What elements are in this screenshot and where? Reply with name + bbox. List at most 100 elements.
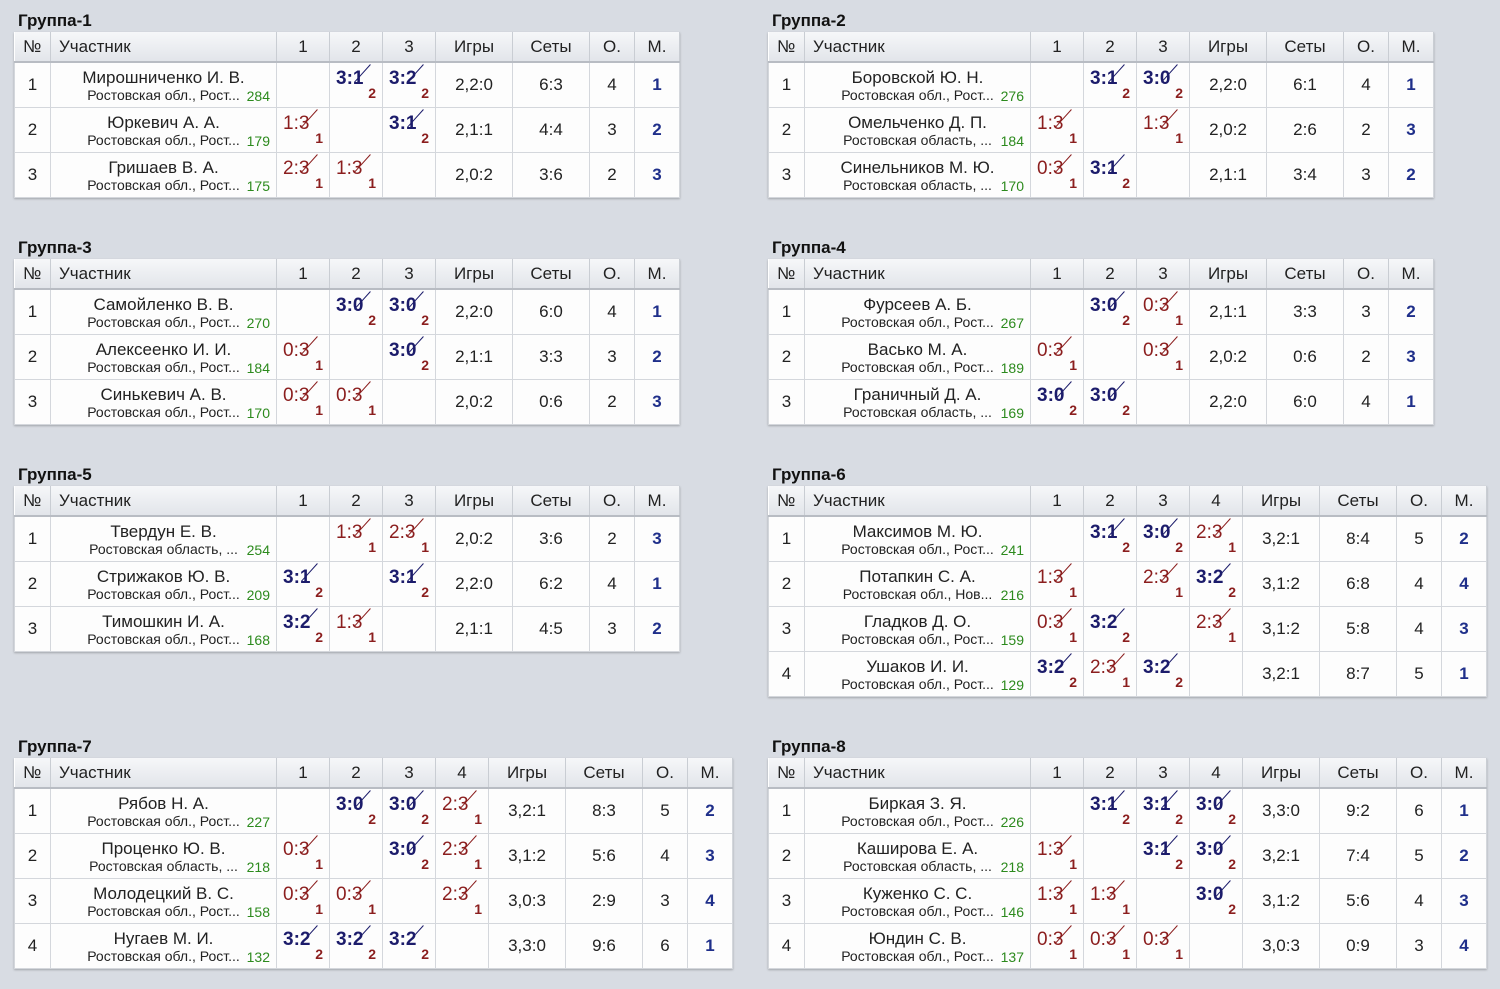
participant-name[interactable]: Молодецкий В. С.: [93, 883, 234, 903]
header-points[interactable]: О.: [1343, 32, 1389, 63]
header-games[interactable]: Игры: [435, 259, 513, 290]
match-result[interactable]: 3:0 2: [334, 789, 378, 828]
match-result-cell[interactable]: 3:2 2: [1030, 651, 1084, 697]
participant-cell[interactable]: Максимов М. Ю. Ростовская обл., Рост... 24…: [804, 515, 1031, 562]
participant-name[interactable]: Фурсеев А. Б.: [863, 294, 972, 314]
participant-cell[interactable]: Боровской Ю. Н. Ростовская обл., Рост... 2…: [804, 61, 1031, 108]
participant-name[interactable]: Гришаев В. А.: [108, 157, 219, 177]
participant-cell[interactable]: Граничный Д. А. Ростовская область, ... 16…: [804, 379, 1031, 425]
participant-name[interactable]: Максимов М. Ю.: [852, 521, 983, 541]
match-result[interactable]: 3:0 2: [387, 789, 431, 828]
match-result-cell[interactable]: 0:3 1: [276, 833, 330, 879]
match-result-cell[interactable]: 0:3 1: [1030, 606, 1084, 652]
match-result-cell[interactable]: 3:2 2: [382, 61, 436, 108]
header-place[interactable]: М.: [634, 259, 680, 290]
header-points[interactable]: О.: [1396, 486, 1442, 517]
match-result-cell[interactable]: 0:3 1: [1136, 923, 1190, 969]
match-result-cell[interactable]: 3:0 2: [1136, 515, 1190, 562]
match-result[interactable]: 3:1 2: [1088, 153, 1132, 192]
match-result[interactable]: 0:3 1: [1088, 924, 1132, 963]
match-result[interactable]: 0:3 1: [334, 879, 378, 918]
participant-name[interactable]: Омельченко Д. П.: [848, 112, 987, 132]
match-result-cell[interactable]: 3:1 2: [382, 561, 436, 607]
match-result[interactable]: 3:0 2: [1141, 63, 1185, 102]
match-result[interactable]: 3:2 2: [281, 607, 325, 646]
participant-cell[interactable]: Алексеенко И. И. Ростовская обл., Рост...…: [50, 334, 277, 380]
participant-name[interactable]: Нугаев М. И.: [113, 928, 214, 948]
match-result-cell[interactable]: 1:3 1: [329, 515, 383, 562]
match-result-cell[interactable]: 3:1 2: [1083, 787, 1137, 834]
header-participant[interactable]: Участник: [804, 259, 1031, 290]
match-result-cell[interactable]: 3:2 2: [329, 923, 383, 969]
participant-cell[interactable]: Стрижаков Ю. В. Ростовская обл., Рост... 2…: [50, 561, 277, 607]
header-place[interactable]: М.: [1441, 758, 1487, 789]
participant-name[interactable]: Мирошниченко И. В.: [82, 67, 245, 87]
match-result[interactable]: 0:3 1: [1141, 290, 1185, 329]
participant-cell[interactable]: Омельченко Д. П. Ростовская область, ... 1…: [804, 107, 1031, 153]
match-result[interactable]: 3:0 2: [1088, 290, 1132, 329]
header-place[interactable]: М.: [634, 32, 680, 63]
match-result[interactable]: 1:3 1: [1035, 108, 1079, 147]
match-result[interactable]: 1:3 1: [1088, 879, 1132, 918]
match-result[interactable]: 2:3 1: [1141, 562, 1185, 601]
match-result[interactable]: 3:1 2: [334, 63, 378, 102]
match-result[interactable]: 3:0 2: [387, 834, 431, 873]
match-result[interactable]: 3:1 2: [1088, 789, 1132, 828]
participant-name[interactable]: Граничный Д. А.: [853, 384, 982, 404]
header-place[interactable]: М.: [634, 486, 680, 517]
match-result-cell[interactable]: 2:3 1: [435, 878, 489, 924]
participant-cell[interactable]: Нугаев М. И. Ростовская обл., Рост... 132: [50, 923, 277, 969]
header-games[interactable]: Игры: [488, 758, 566, 789]
match-result-cell[interactable]: 0:3 1: [276, 878, 330, 924]
match-result[interactable]: 0:3 1: [281, 335, 325, 374]
match-result[interactable]: 0:3 1: [281, 834, 325, 873]
match-result-cell[interactable]: 3:0 2: [329, 288, 383, 335]
match-result-cell[interactable]: 0:3 1: [1136, 288, 1190, 335]
participant-cell[interactable]: Гришаев В. А. Ростовская обл., Рост... 175: [50, 152, 277, 198]
participant-cell[interactable]: Куженко С. С. Ростовская обл., Рост... 146: [804, 878, 1031, 924]
match-result-cell[interactable]: 3:0 2: [329, 787, 383, 834]
match-result-cell[interactable]: 3:1 2: [1136, 833, 1190, 879]
match-result-cell[interactable]: 3:2 2: [1083, 606, 1137, 652]
match-result[interactable]: 3:0 2: [1194, 789, 1238, 828]
match-result[interactable]: 3:0 2: [1141, 517, 1185, 556]
match-result-cell[interactable]: 3:1 2: [1136, 787, 1190, 834]
participant-cell[interactable]: Биркая З. Я. Ростовская обл., Рост... 226: [804, 787, 1031, 834]
match-result[interactable]: 3:2 2: [1194, 562, 1238, 601]
match-result-cell[interactable]: 0:3 1: [1030, 152, 1084, 198]
match-result-cell[interactable]: 2:3 1: [1189, 515, 1243, 562]
header-games[interactable]: Игры: [435, 32, 513, 63]
header-points[interactable]: О.: [1343, 259, 1389, 290]
participant-name[interactable]: Твердун Е. В.: [110, 521, 217, 541]
header-points[interactable]: О.: [589, 486, 635, 517]
match-result[interactable]: 3:0 2: [1035, 380, 1079, 419]
match-result[interactable]: 2:3 1: [1088, 652, 1132, 691]
participant-name[interactable]: Васько М. А.: [867, 339, 968, 359]
participant-name[interactable]: Проценко Ю. В.: [101, 838, 226, 858]
match-result[interactable]: 3:1 2: [1141, 789, 1185, 828]
match-result[interactable]: 1:3 1: [1035, 562, 1079, 601]
match-result-cell[interactable]: 1:3 1: [1030, 107, 1084, 153]
match-result[interactable]: 1:3 1: [1035, 834, 1079, 873]
match-result-cell[interactable]: 0:3 1: [329, 878, 383, 924]
participant-cell[interactable]: Фурсеев А. Б. Ростовская обл., Рост... 267: [804, 288, 1031, 335]
match-result[interactable]: 3:1 2: [1088, 63, 1132, 102]
participant-name[interactable]: Алексеенко И. И.: [95, 339, 232, 359]
match-result[interactable]: 1:3 1: [281, 108, 325, 147]
match-result-cell[interactable]: 3:0 2: [1189, 878, 1243, 924]
header-place[interactable]: М.: [1441, 486, 1487, 517]
match-result-cell[interactable]: 1:3 1: [1030, 833, 1084, 879]
match-result[interactable]: 3:0 2: [1194, 834, 1238, 873]
match-result-cell[interactable]: 3:2 2: [276, 923, 330, 969]
participant-name[interactable]: Боровской Ю. Н.: [851, 67, 984, 87]
match-result[interactable]: 2:3 1: [1194, 517, 1238, 556]
participant-name[interactable]: Тимошкин И. А.: [102, 611, 225, 631]
match-result[interactable]: 2:3 1: [440, 879, 484, 918]
match-result-cell[interactable]: 3:0 2: [1189, 833, 1243, 879]
match-result[interactable]: 0:3 1: [281, 380, 325, 419]
match-result[interactable]: 1:3 1: [334, 517, 378, 556]
header-games[interactable]: Игры: [1242, 486, 1320, 517]
match-result[interactable]: 0:3 1: [1035, 924, 1079, 963]
header-sets[interactable]: Сеты: [512, 32, 590, 63]
match-result-cell[interactable]: 3:0 2: [1083, 379, 1137, 425]
